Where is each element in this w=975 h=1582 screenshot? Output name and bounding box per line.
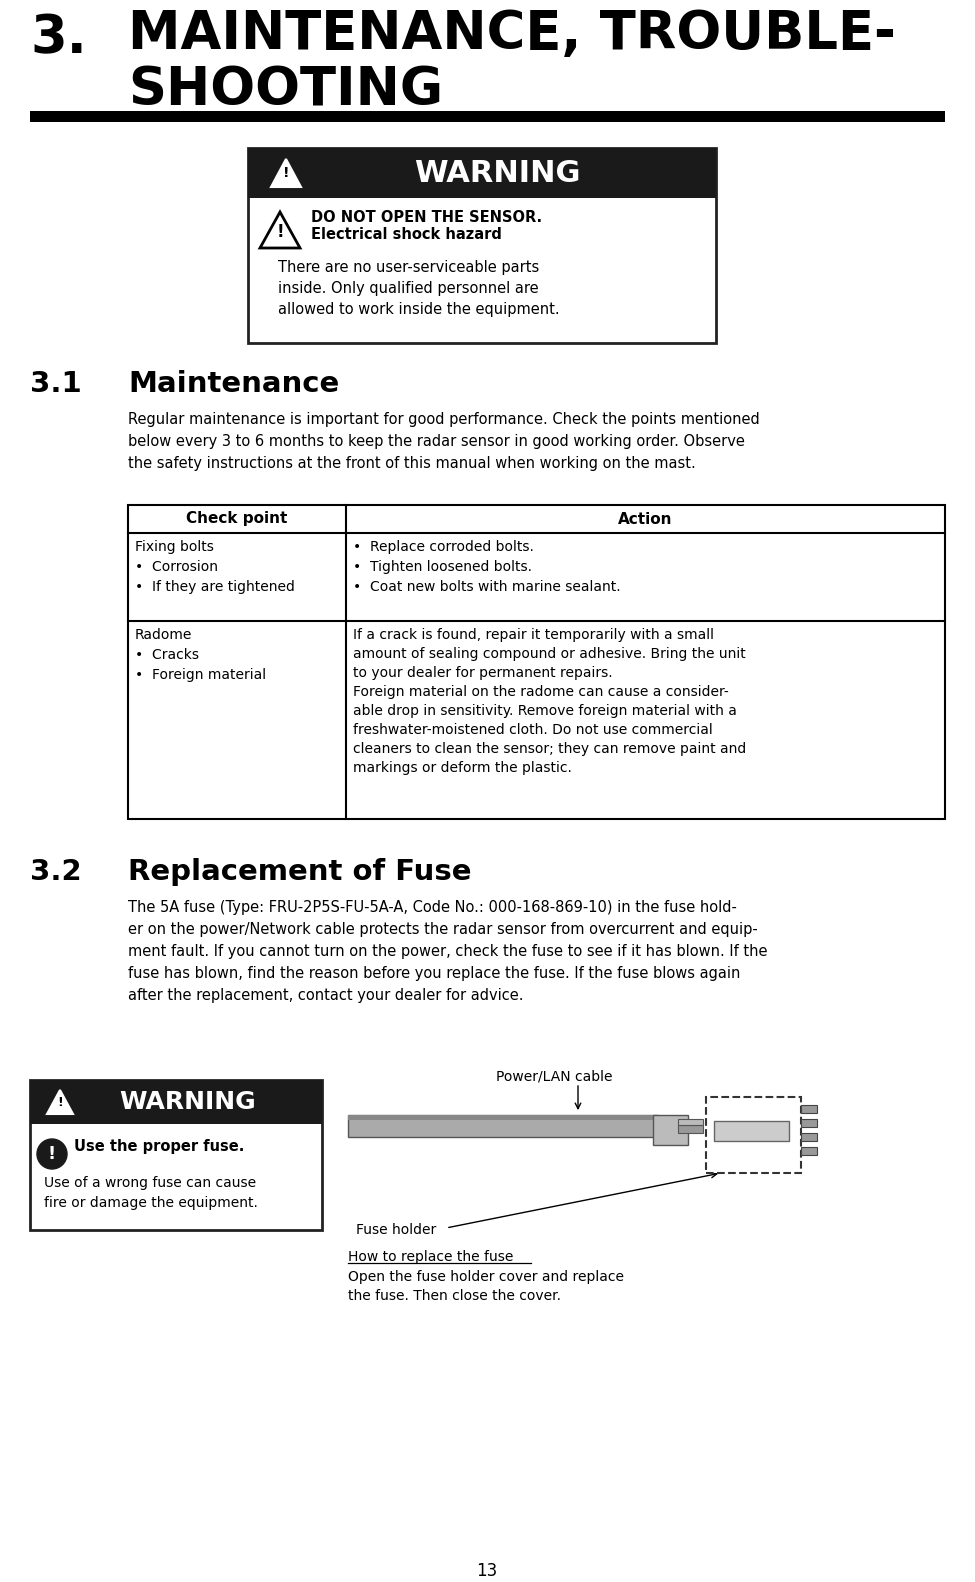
Polygon shape	[271, 160, 301, 187]
Text: The 5A fuse (Type: FRU-2P5S-FU-5A-A, Code No.: 000-168-869-10) in the fuse hold-: The 5A fuse (Type: FRU-2P5S-FU-5A-A, Cod…	[128, 900, 767, 1003]
Text: Use of a wrong fuse can cause
fire or damage the equipment.: Use of a wrong fuse can cause fire or da…	[44, 1175, 257, 1210]
Bar	[30, 111, 945, 122]
Bar	[128, 505, 945, 819]
Bar	[30, 1081, 322, 1229]
Text: 3.: 3.	[30, 13, 87, 63]
Bar	[678, 1118, 703, 1125]
Text: If a crack is found, repair it temporarily with a small
amount of sealing compou: If a crack is found, repair it temporari…	[353, 628, 746, 775]
Text: 3.1: 3.1	[30, 370, 82, 399]
Bar	[801, 1133, 817, 1141]
Text: Check point: Check point	[186, 511, 288, 527]
Bar	[714, 1122, 789, 1141]
Text: Radome
•  Cracks
•  Foreign material: Radome • Cracks • Foreign material	[135, 628, 266, 682]
Text: Use the proper fuse.: Use the proper fuse.	[74, 1139, 245, 1153]
Bar	[248, 149, 716, 343]
Text: Fuse holder: Fuse holder	[356, 1223, 436, 1237]
Polygon shape	[47, 1090, 73, 1114]
Text: Regular maintenance is important for good performance. Check the points mentione: Regular maintenance is important for goo…	[128, 411, 760, 471]
Text: !: !	[48, 1145, 57, 1163]
Bar	[248, 149, 716, 198]
Text: Action: Action	[618, 511, 673, 527]
Text: MAINTENANCE, TROUBLE-
SHOOTING: MAINTENANCE, TROUBLE- SHOOTING	[128, 8, 896, 115]
Text: There are no user-serviceable parts
inside. Only qualified personnel are
allowed: There are no user-serviceable parts insi…	[278, 259, 560, 316]
Bar	[801, 1118, 817, 1126]
Polygon shape	[260, 212, 300, 248]
Bar	[706, 1096, 801, 1172]
Text: Open the fuse holder cover and replace
the fuse. Then close the cover.: Open the fuse holder cover and replace t…	[348, 1270, 624, 1304]
Text: Power/LAN cable: Power/LAN cable	[496, 1069, 612, 1084]
Text: Replacement of Fuse: Replacement of Fuse	[128, 857, 472, 886]
Bar	[653, 1115, 688, 1145]
Bar	[801, 1104, 817, 1114]
Text: DO NOT OPEN THE SENSOR.: DO NOT OPEN THE SENSOR.	[311, 210, 542, 225]
Bar	[30, 1081, 322, 1123]
Text: WARNING: WARNING	[120, 1090, 256, 1114]
Text: 13: 13	[477, 1561, 497, 1580]
Text: Fixing bolts
•  Corrosion
•  If they are tightened: Fixing bolts • Corrosion • If they are t…	[135, 539, 294, 595]
Text: !: !	[58, 1095, 62, 1109]
Bar	[348, 1115, 658, 1120]
Bar	[801, 1147, 817, 1155]
Text: 3.2: 3.2	[30, 857, 82, 886]
Text: •  Replace corroded bolts.
•  Tighten loosened bolts.
•  Coat new bolts with mar: • Replace corroded bolts. • Tighten loos…	[353, 539, 621, 595]
Text: How to replace the fuse: How to replace the fuse	[348, 1250, 514, 1264]
Bar	[348, 1115, 658, 1137]
Text: WARNING: WARNING	[413, 158, 580, 188]
Bar	[678, 1125, 703, 1133]
Circle shape	[37, 1139, 67, 1169]
Text: !: !	[283, 166, 290, 180]
Text: Electrical shock hazard: Electrical shock hazard	[311, 226, 502, 242]
Text: !: !	[276, 223, 284, 240]
Text: Maintenance: Maintenance	[128, 370, 339, 399]
